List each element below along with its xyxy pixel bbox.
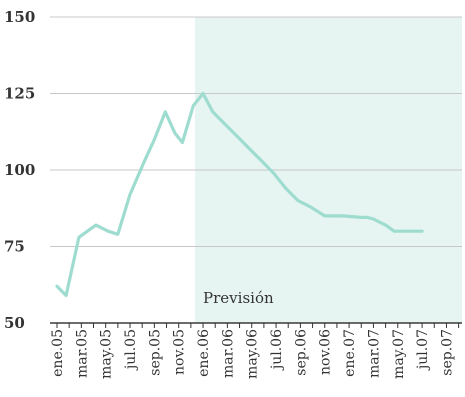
x-tick-label: jul.05 — [123, 329, 139, 371]
y-tick-label: 125 — [4, 85, 35, 103]
x-tick-label: mar.07 — [366, 329, 382, 378]
x-tick-label: sep.05 — [147, 329, 163, 376]
x-tick-label: jul.07 — [415, 329, 431, 371]
x-axis-ticks: ene.05 mar.05 may.05 jul.05 sep.05 nov.05 ene.… — [50, 323, 465, 379]
y-tick-label: 150 — [4, 8, 35, 26]
x-tick-label: mar.06 — [220, 329, 236, 378]
y-tick-label: 75 — [4, 238, 25, 256]
x-tick-label: nov.06 — [318, 329, 334, 375]
x-tick-label: nov.05 — [172, 329, 188, 375]
x-tick-label: mar.05 — [74, 329, 90, 378]
x-tick-label: ene.06 — [196, 329, 212, 377]
forecast-annotation: Previsión — [203, 289, 274, 307]
x-tick-label: sep.07 — [439, 329, 455, 376]
x-tick-label: may.05 — [99, 329, 115, 379]
y-tick-label: 50 — [4, 314, 25, 332]
x-tick-label: ene.07 — [342, 329, 358, 377]
x-tick-label: nov.07 — [464, 329, 465, 375]
y-axis-ticks: 50 75 100 125 150 — [4, 8, 35, 332]
x-tick-label: sep.06 — [293, 329, 309, 376]
x-tick-label: ene.05 — [50, 329, 66, 377]
series-line — [55, 91, 424, 298]
x-tick-label: may.07 — [391, 329, 407, 379]
x-tick-label: may.06 — [245, 329, 261, 379]
x-tick-label: jul.06 — [269, 329, 285, 371]
y-tick-label: 100 — [4, 161, 35, 179]
